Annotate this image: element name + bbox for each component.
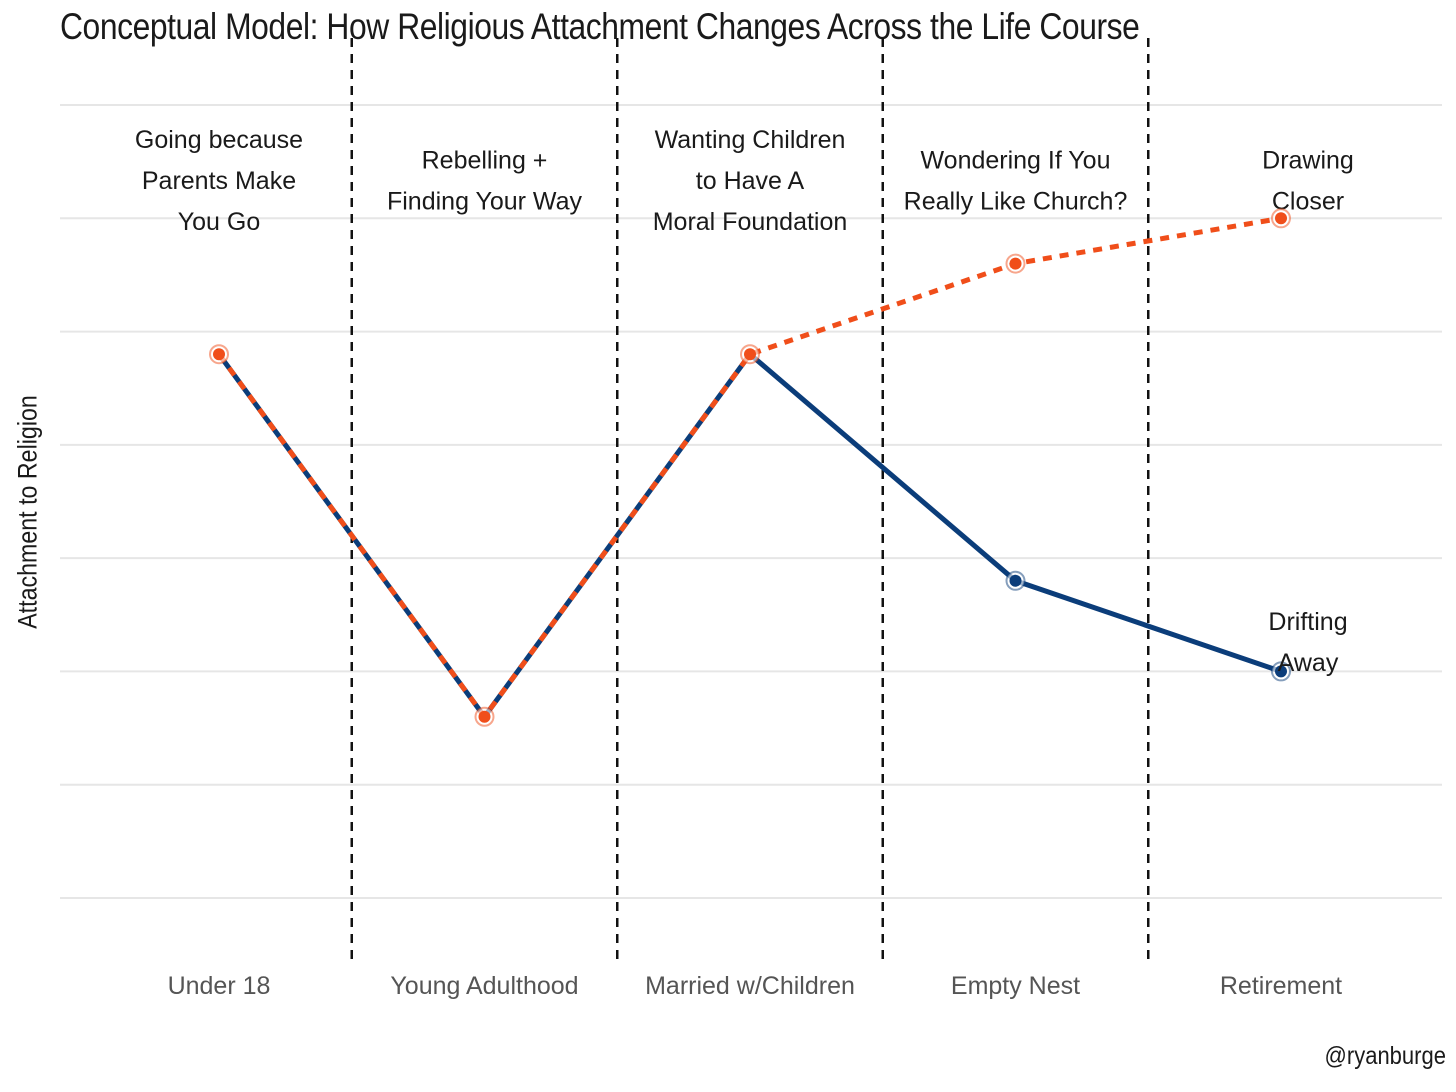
data-point-drifting-away — [1275, 665, 1287, 678]
x-tick-label: Married w/Children — [645, 972, 855, 1000]
x-tick-label: Under 18 — [168, 972, 271, 1000]
data-point-drawing-closer — [744, 348, 756, 361]
series-end-label: Away — [1278, 649, 1339, 677]
phase-label: to Have A — [696, 167, 805, 195]
data-point-drawing-closer — [1275, 212, 1287, 225]
author-credit: @ryanburge — [1324, 1042, 1446, 1070]
x-tick-label: Retirement — [1220, 972, 1342, 1000]
phase-label: Wondering If You — [921, 147, 1111, 175]
phase-label: Going because — [135, 126, 303, 154]
series-end-label: Drifting — [1268, 608, 1347, 636]
phase-label: Rebelling + — [422, 147, 548, 175]
phase-label: Moral Foundation — [653, 208, 848, 236]
data-point-drawing-closer — [1009, 257, 1022, 270]
phase-label: Wanting Children — [655, 126, 846, 154]
chart-title: Conceptual Model: How Religious Attachme… — [60, 6, 1140, 47]
data-point-drawing-closer — [213, 348, 225, 361]
series-line-drawing-closer — [216, 215, 1282, 720]
x-tick-label: Empty Nest — [951, 972, 1080, 1000]
phase-label: Finding Your Way — [387, 188, 583, 216]
phase-label: Parents Make — [142, 167, 296, 195]
phase-label: You Go — [178, 208, 260, 236]
x-tick-label: Young Adulthood — [390, 972, 578, 1000]
data-point-drifting-away — [1009, 574, 1022, 587]
data-point-drawing-closer — [478, 710, 491, 723]
phase-label: Drawing — [1262, 147, 1354, 175]
series-line-drifting-away — [216, 351, 1284, 720]
phase-label: Really Like Church? — [904, 188, 1128, 216]
